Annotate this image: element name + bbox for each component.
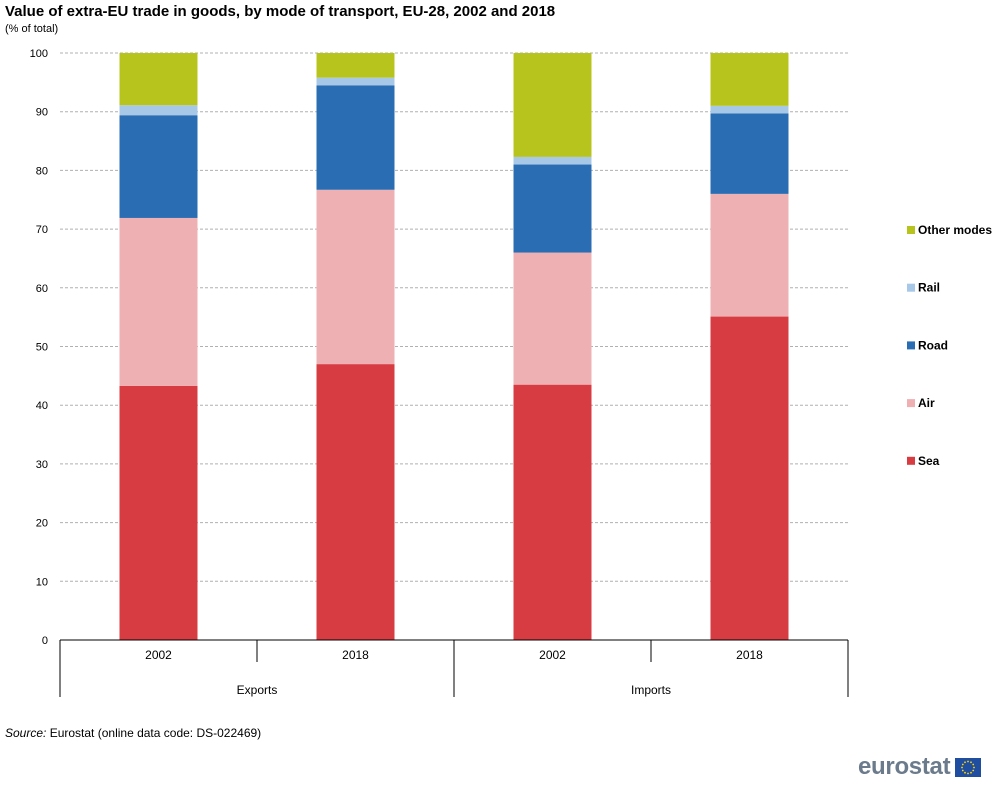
bar-segment: [316, 85, 395, 190]
bar-segment: [119, 115, 198, 218]
bars: [119, 53, 789, 640]
legend-swatch: [907, 341, 915, 350]
x-tick-label: 2002: [145, 648, 172, 662]
y-tick-label: 30: [36, 459, 48, 471]
bar-segment: [710, 53, 789, 106]
legend-label: Air: [918, 396, 935, 410]
chart-title: Value of extra-EU trade in goods, by mod…: [5, 3, 556, 20]
y-tick-label: 10: [36, 576, 48, 588]
eurostat-logo: eurostat: [858, 753, 982, 780]
legend-swatch: [907, 283, 915, 292]
bar-segment: [119, 53, 198, 106]
bar-segment: [710, 193, 789, 317]
legend: Other modes Rail Road Air Sea: [907, 223, 992, 468]
bar-segment: [513, 384, 592, 640]
eu-flag-icon: [955, 757, 982, 777]
group-label: Exports: [237, 683, 278, 697]
bar-segment: [513, 164, 592, 253]
legend-swatch: [907, 226, 915, 234]
x-tick-label: 2018: [736, 648, 763, 662]
bar-segment: [316, 53, 395, 78]
y-tick-label: 90: [36, 107, 48, 119]
logo-text: eurostat: [858, 753, 951, 780]
bar-segment: [710, 316, 789, 640]
bar-segment: [513, 53, 592, 157]
bar-segment: [513, 252, 592, 385]
y-tick-label: 70: [36, 224, 48, 236]
legend-label: Rail: [918, 281, 940, 295]
legend-label: Road: [918, 338, 948, 352]
group-label: Imports: [631, 683, 671, 697]
bar-segment: [710, 113, 789, 194]
source-note: Source: Eurostat (online data code: DS-0…: [5, 726, 261, 740]
bar-segment: [119, 217, 198, 386]
source-label: Source:: [5, 726, 47, 740]
y-tick-label: 20: [36, 518, 48, 530]
bar-segment: [710, 105, 789, 114]
y-tick-label: 80: [36, 165, 48, 177]
bar-segment: [119, 385, 198, 640]
bar-segment: [513, 156, 592, 165]
y-tick-label: 60: [36, 283, 48, 295]
y-tick-label: 50: [36, 342, 48, 354]
x-axis: Exports Imports 2002 2018 2002 2018: [59, 639, 849, 697]
legend-swatch: [907, 456, 915, 465]
chart-subtitle: (% of total): [5, 23, 59, 35]
bar-segment: [119, 105, 198, 116]
legend-swatch: [907, 399, 915, 408]
y-tick-label: 100: [30, 48, 48, 60]
x-tick-label: 2018: [342, 648, 369, 662]
bar-segment: [316, 364, 395, 640]
y-tick-label: 0: [42, 635, 48, 647]
bar-segment: [316, 77, 395, 86]
bar-segment: [316, 189, 395, 365]
legend-label: Sea: [918, 454, 940, 468]
y-tick-label: 40: [36, 400, 48, 412]
x-tick-label: 2002: [539, 648, 566, 662]
legend-label: Other modes: [918, 223, 992, 237]
source-text: Eurostat (online data code: DS-022469): [49, 726, 262, 740]
y-axis-tick-labels: 0 10 20 30 40 50 60 70 80 90 100: [30, 48, 48, 647]
